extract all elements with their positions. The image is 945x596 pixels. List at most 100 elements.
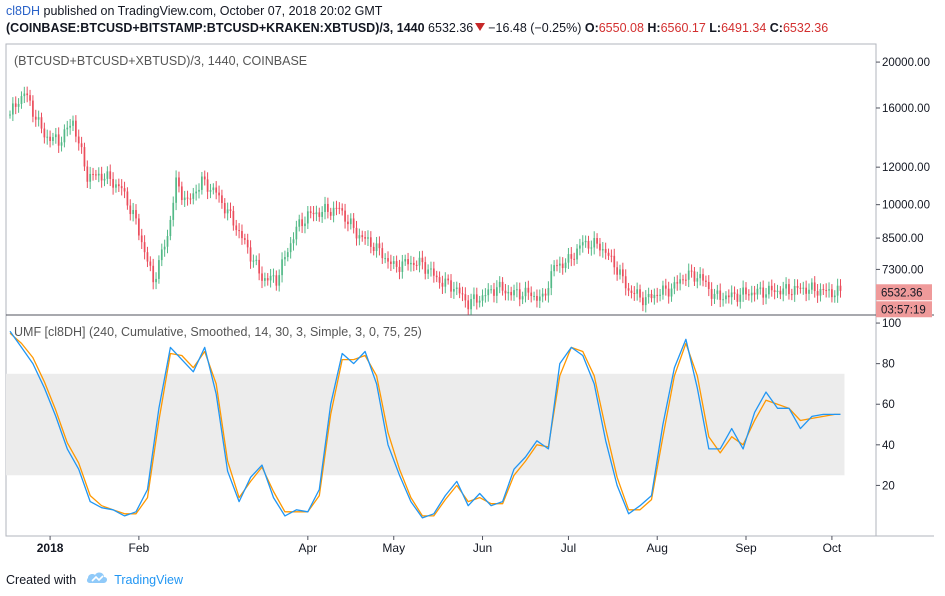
candle (693, 267, 696, 286)
candle-body (599, 243, 601, 251)
candle-body (742, 287, 744, 295)
candle (636, 282, 639, 301)
candle-body (158, 260, 160, 279)
candle (432, 261, 435, 283)
candle (318, 207, 321, 222)
candle-body (467, 300, 470, 310)
candle (828, 282, 830, 298)
candle-body (593, 238, 596, 248)
candle (123, 181, 126, 199)
candle-body (776, 290, 779, 292)
candle (808, 283, 810, 301)
candle-body (676, 282, 679, 284)
candle-body (739, 294, 742, 302)
candle (659, 288, 661, 302)
candle (138, 213, 140, 241)
candle-body (92, 173, 94, 175)
candle (83, 142, 86, 172)
candle-body (782, 288, 785, 295)
candle (175, 170, 177, 211)
candle-body (80, 143, 83, 148)
candle-body (189, 198, 192, 200)
candle (52, 132, 54, 146)
candle-body (201, 176, 203, 190)
candle-body (624, 276, 627, 289)
candle (782, 281, 785, 302)
candle (155, 272, 157, 290)
candle-body (450, 280, 452, 292)
candle (644, 290, 647, 313)
candle (788, 278, 790, 300)
candle (143, 235, 146, 260)
candle (398, 259, 401, 280)
candle-body (112, 178, 114, 188)
candle-body (693, 271, 696, 282)
candle (284, 250, 286, 266)
candle (355, 220, 358, 246)
candle (576, 244, 578, 265)
candle-body (584, 240, 587, 243)
candle (264, 272, 266, 287)
candle (92, 167, 94, 181)
candle-body (490, 289, 492, 291)
candle (811, 278, 813, 294)
candle (604, 242, 607, 260)
candle (387, 251, 389, 269)
candle-body (662, 285, 664, 295)
tradingview-logo-icon[interactable] (86, 571, 108, 588)
candle (475, 287, 478, 310)
candle (335, 200, 338, 216)
candle-body (773, 290, 776, 292)
candle-body (63, 129, 66, 143)
candle-body (232, 210, 235, 226)
candle (344, 203, 346, 229)
candle (650, 289, 653, 303)
candle (46, 129, 49, 145)
tradingview-link[interactable]: TradingView (114, 572, 183, 587)
time-tick-label: Jul (561, 541, 576, 555)
candle (705, 275, 707, 288)
candle-body (106, 171, 109, 179)
candle-body (690, 270, 693, 272)
candle (524, 281, 527, 303)
candle (266, 273, 269, 286)
candle (710, 282, 713, 306)
candle-body (295, 226, 298, 240)
candle (212, 183, 215, 195)
candle-body (722, 299, 724, 301)
candle-body (430, 268, 432, 270)
candle-body (788, 284, 790, 295)
candle-body (527, 287, 530, 293)
candle (733, 286, 736, 300)
candle-body (799, 287, 802, 289)
candle-body (264, 278, 266, 281)
candle-body (97, 173, 100, 176)
candle (536, 289, 538, 308)
candle-body (135, 210, 137, 219)
candle (37, 110, 40, 127)
candle-body (836, 285, 839, 296)
candle-body (725, 295, 727, 300)
candle (338, 202, 341, 215)
candle-body (392, 261, 395, 264)
candle-body (733, 292, 736, 294)
candle (802, 281, 805, 295)
candle (544, 288, 547, 301)
candle-body (186, 197, 189, 199)
candle-body (289, 243, 292, 253)
candle-body (639, 289, 641, 298)
candle-body (644, 297, 647, 306)
candle-body (115, 184, 117, 188)
candle-body (72, 120, 74, 126)
candle (533, 291, 535, 301)
candle (581, 235, 584, 253)
candle (390, 254, 392, 271)
candle (95, 169, 97, 180)
author-link[interactable]: cl8DH (6, 4, 41, 18)
candle (9, 110, 11, 119)
candle (550, 264, 553, 296)
candle (624, 269, 627, 296)
candle-body (587, 240, 590, 249)
last-price: 6532.36 (428, 21, 474, 35)
